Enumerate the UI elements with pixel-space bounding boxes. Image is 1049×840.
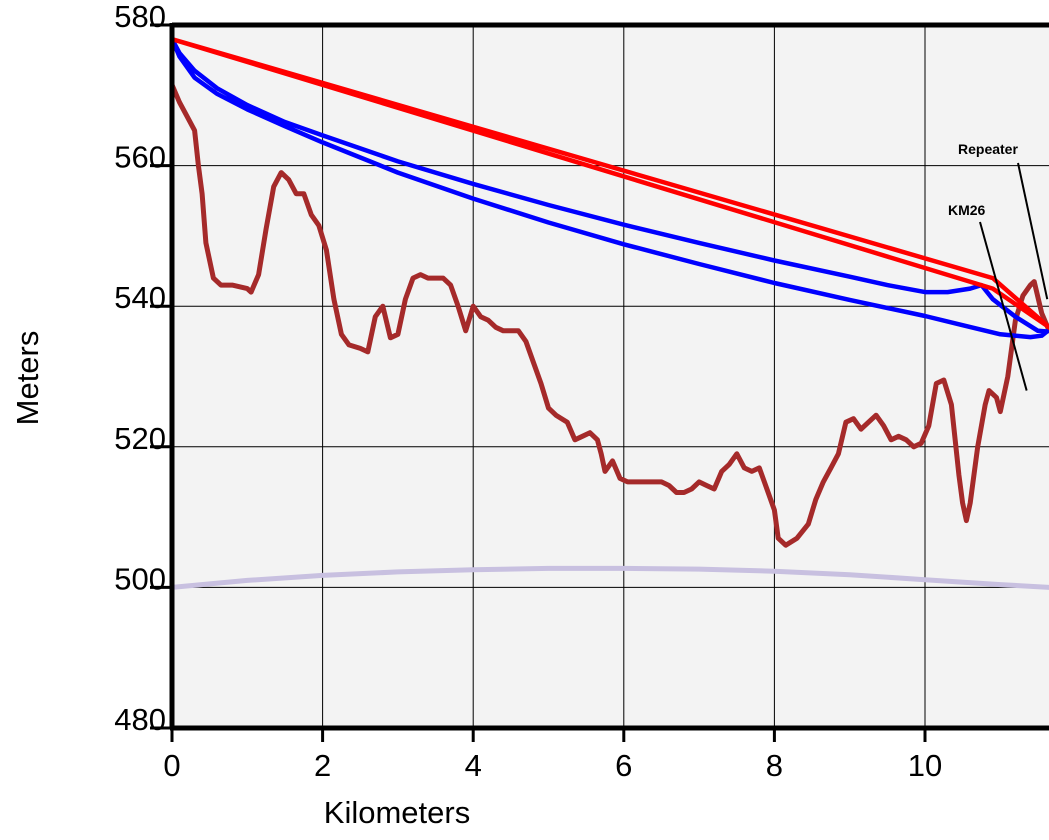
y-axis-title: Meters bbox=[10, 331, 45, 426]
km26-leader-line bbox=[979, 221, 1028, 391]
line-of-sight-line bbox=[172, 36, 1049, 330]
terrain-line bbox=[172, 82, 1049, 548]
annotation-km26-label: KM26 bbox=[948, 202, 986, 218]
y-axis-tick-labels: 480 500 520 540 560 580 bbox=[114, 0, 172, 737]
y-tick-label: 540 bbox=[114, 280, 166, 315]
x-tick-label: 6 bbox=[615, 748, 632, 783]
y-tick-label: 480 bbox=[114, 702, 166, 737]
y-tick-label: 580 bbox=[114, 0, 166, 34]
x-tick-label: 0 bbox=[163, 748, 180, 783]
y-tick-label: 560 bbox=[114, 140, 166, 175]
annotation-repeater-label: Repeater bbox=[958, 141, 1018, 157]
annotations: Repeater KM26 bbox=[948, 141, 1049, 391]
y-tick-label: 500 bbox=[114, 561, 166, 596]
plot-area: Repeater KM26 bbox=[169, 22, 1049, 731]
axes bbox=[169, 22, 1049, 731]
series-group bbox=[172, 36, 1049, 590]
fresnel-zone-line bbox=[172, 36, 1049, 340]
y-tick-label: 520 bbox=[114, 421, 166, 456]
x-tick-label: 2 bbox=[314, 748, 331, 783]
x-tick-label: 10 bbox=[908, 748, 942, 783]
x-axis-title: Kilometers bbox=[324, 795, 470, 830]
x-tick-label: 8 bbox=[766, 748, 783, 783]
earth-curvature-line bbox=[172, 565, 1049, 590]
x-axis-tick-labels: 0 2 4 6 8 10 bbox=[163, 728, 942, 783]
x-tick-label: 4 bbox=[465, 748, 482, 783]
repeater-leader-line bbox=[1017, 162, 1049, 300]
